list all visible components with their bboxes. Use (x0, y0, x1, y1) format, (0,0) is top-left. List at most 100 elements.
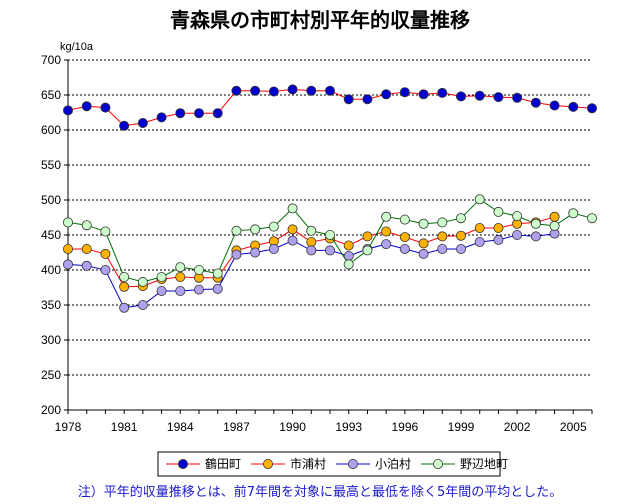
data-point (81, 260, 92, 271)
footnote: 注）平年的収量推移とは、前7年間を対象に最高と最低を除く5年間の平均とした。 (78, 484, 563, 500)
y-tick-label: 250 (41, 368, 61, 382)
x-tick-label: 1987 (223, 420, 250, 434)
legend-marker (432, 458, 443, 469)
data-point (156, 112, 167, 123)
data-point (212, 283, 223, 294)
data-point (362, 245, 373, 256)
data-point (268, 243, 279, 254)
data-point (437, 87, 448, 98)
data-point (474, 90, 485, 101)
data-point (119, 271, 130, 282)
data-point (568, 101, 579, 112)
y-tick-label: 650 (41, 88, 61, 102)
data-point (137, 299, 148, 310)
data-point (193, 264, 204, 275)
x-axis-ticks: 1978 1981 1984 1987 1990 1993 1996 1999 2002 2005 (55, 410, 593, 434)
data-point (399, 214, 410, 225)
data-point (362, 94, 373, 105)
x-tick-label: 1993 (335, 420, 362, 434)
x-tick-label: 1984 (167, 420, 194, 434)
legend-marker (347, 458, 358, 469)
y-tick-label: 450 (41, 228, 61, 242)
data-point (437, 217, 448, 228)
x-tick-label: 2005 (560, 420, 587, 434)
data-point (287, 84, 298, 95)
data-point (399, 232, 410, 243)
data-point (549, 100, 560, 111)
data-point (137, 118, 148, 129)
data-point (437, 243, 448, 254)
data-point (100, 102, 111, 113)
data-point (63, 259, 74, 270)
legend-item-2: 小泊村 (336, 457, 411, 471)
legend-label: 小泊村 (375, 457, 411, 471)
data-point (549, 211, 560, 222)
data-point (455, 213, 466, 224)
data-point (156, 285, 167, 296)
data-point (306, 236, 317, 247)
data-point (381, 226, 392, 237)
data-point (455, 243, 466, 254)
data-point (212, 268, 223, 279)
data-point (381, 89, 392, 100)
data-point (287, 203, 298, 214)
data-point (455, 230, 466, 241)
data-point (193, 108, 204, 119)
y-tick-label: 550 (41, 158, 61, 172)
data-point (306, 225, 317, 236)
data-point (362, 231, 373, 242)
x-tick-label: 1996 (392, 420, 419, 434)
data-point (63, 105, 74, 116)
data-point (100, 264, 111, 275)
data-point (324, 245, 335, 256)
legend-item-3: 野辺地町 (421, 457, 508, 471)
data-point (474, 236, 485, 247)
data-point (268, 86, 279, 97)
data-point (175, 285, 186, 296)
data-point (100, 248, 111, 259)
x-tick-label: 2002 (504, 420, 531, 434)
data-point (437, 231, 448, 242)
data-point (231, 225, 242, 236)
data-point (212, 108, 223, 119)
data-point (530, 231, 541, 242)
series-0 (63, 84, 598, 131)
y-axis-unit-label: kg/10a (60, 41, 94, 53)
data-point (119, 120, 130, 131)
data-point (530, 218, 541, 229)
data-point (324, 229, 335, 240)
data-point (512, 92, 523, 103)
y-tick-label: 500 (41, 193, 61, 207)
data-point (306, 85, 317, 96)
data-point (530, 97, 541, 108)
legend: 鶴田町 市浦村 小泊村 野辺地町 (157, 451, 508, 477)
series-2 (63, 228, 560, 313)
data-point (418, 89, 429, 100)
legend-label: 野辺地町 (460, 457, 508, 471)
data-point (493, 206, 504, 217)
data-point (175, 108, 186, 119)
data-point (231, 85, 242, 96)
data-point (549, 220, 560, 231)
data-point (250, 247, 261, 258)
data-point (343, 240, 354, 251)
data-point (493, 234, 504, 245)
data-point (156, 271, 167, 282)
data-point (455, 91, 466, 102)
data-point (81, 220, 92, 231)
data-point (175, 271, 186, 282)
x-tick-label: 1990 (279, 420, 306, 434)
data-point (81, 101, 92, 112)
data-point (119, 302, 130, 313)
data-point (287, 235, 298, 246)
x-tick-label: 1999 (448, 420, 475, 434)
y-tick-label: 300 (41, 333, 61, 347)
series-3 (63, 194, 598, 287)
data-point (512, 229, 523, 240)
legend-label: 鶴田町 (205, 456, 241, 471)
data-point (493, 92, 504, 103)
y-axis-ticks: 200 250 300 350 400 450 500 550 600 650 700 (41, 53, 68, 417)
data-point (381, 211, 392, 222)
chart-title: 青森県の市町村別平年的収量推移 (170, 8, 470, 32)
